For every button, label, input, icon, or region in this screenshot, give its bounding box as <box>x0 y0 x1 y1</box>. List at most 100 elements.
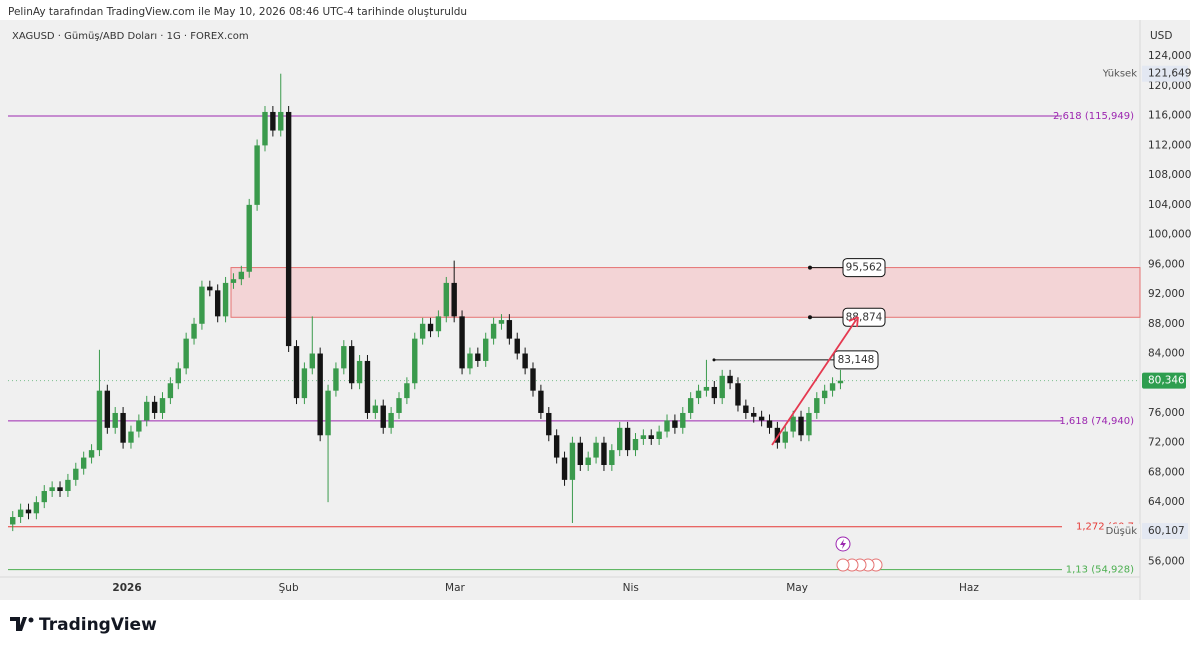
candle-body <box>128 431 134 443</box>
candle-body <box>183 338 189 369</box>
candle-body <box>293 346 300 399</box>
y-tick-label: 112,000 <box>1148 139 1191 151</box>
candle-body <box>546 412 552 436</box>
candle-body <box>695 390 702 399</box>
candle-body <box>348 346 355 384</box>
candle-body <box>475 353 481 361</box>
x-tick-label: May <box>786 582 808 594</box>
candle-body <box>380 405 386 428</box>
candle-body <box>112 412 118 428</box>
candle-body <box>758 416 765 421</box>
candle-body <box>483 338 489 361</box>
y-tick-label: 64,000 <box>1148 496 1185 508</box>
candle-body <box>451 282 457 317</box>
candle-body <box>782 431 788 443</box>
candle-body <box>640 435 647 439</box>
candle-body <box>632 438 639 451</box>
candle-body <box>553 435 560 458</box>
candle-body <box>10 517 16 525</box>
candle-body <box>25 509 32 514</box>
zone-high-box <box>842 258 886 278</box>
candle-body <box>577 442 584 465</box>
candle-body <box>254 145 260 205</box>
candle-body <box>230 279 237 283</box>
candle-body <box>593 442 599 458</box>
candle-body <box>191 323 197 339</box>
y-tick-label: 56,000 <box>1148 556 1185 568</box>
candle-body <box>609 450 615 465</box>
candle-body <box>656 431 662 439</box>
low-badge <box>1142 523 1188 540</box>
candle-body <box>680 412 686 428</box>
candle-body <box>798 416 804 436</box>
x-tick-label: Haz <box>959 582 979 594</box>
candle-body <box>821 390 828 399</box>
candle-body <box>806 412 812 436</box>
logo-mark <box>28 617 34 623</box>
candle-body <box>214 290 221 317</box>
candle-body <box>262 111 268 146</box>
candle-body <box>601 442 607 465</box>
candle-body <box>278 111 284 131</box>
y-tick-label: 88,000 <box>1148 318 1185 330</box>
high-name: Yüksek <box>1102 69 1137 80</box>
zone-high-label: 95,562 <box>846 262 883 274</box>
marker-label: 83,148 <box>838 354 875 366</box>
currency: USD <box>1150 30 1172 42</box>
level-label: 2,618 (115,949) <box>1053 111 1134 122</box>
candle-body <box>412 338 418 384</box>
candle-body <box>333 368 339 391</box>
candle-body <box>617 427 623 451</box>
y-tick-label: 108,000 <box>1148 169 1191 181</box>
candle-body <box>814 398 820 413</box>
candle-body <box>569 442 576 480</box>
candle-body <box>167 383 174 399</box>
high-badge <box>1142 65 1188 82</box>
candle-body <box>159 398 166 413</box>
candle-body <box>703 386 710 391</box>
candle-body <box>301 368 308 399</box>
candle-body <box>309 353 315 369</box>
candle-body <box>246 204 252 272</box>
candle-body <box>396 398 402 413</box>
candle-body <box>538 390 544 413</box>
candle-body <box>372 405 379 413</box>
candle-body <box>790 416 796 432</box>
candle-body <box>49 487 55 492</box>
candle-body <box>743 405 749 413</box>
y-tick-label: 84,000 <box>1148 348 1185 360</box>
candle-body <box>65 479 71 492</box>
y-tick-label: 72,000 <box>1148 437 1185 449</box>
candle-body <box>443 282 449 317</box>
x-tick-label: Mar <box>445 582 465 594</box>
candle-body <box>73 468 79 480</box>
candle-body <box>80 457 87 469</box>
candle-body <box>467 353 473 369</box>
candle-body <box>672 420 678 428</box>
low-name: Düşük <box>1106 526 1138 537</box>
zone-low-label: 88,874 <box>846 311 883 323</box>
marker-box <box>833 350 879 370</box>
zone-low-dot <box>808 315 812 320</box>
zone-high-dot <box>808 265 812 270</box>
y-tick-label: 92,000 <box>1148 288 1185 300</box>
candle-body <box>624 427 631 451</box>
logo-mark <box>10 617 27 631</box>
candle-body <box>459 316 465 369</box>
candle-body <box>774 427 781 443</box>
candle-body <box>766 420 773 428</box>
brand: TradingView <box>39 615 157 635</box>
candle-body <box>317 353 323 436</box>
candle-body <box>404 383 410 399</box>
level-label: 1,272 (60,7 <box>1076 522 1134 533</box>
candle-body <box>136 420 142 432</box>
y-tick-label: 76,000 <box>1148 407 1185 419</box>
candle-body <box>711 386 718 399</box>
candle-body <box>427 323 434 332</box>
header: PelinAy tarafından TradingView.com ile M… <box>8 6 467 18</box>
candle-body <box>751 412 757 417</box>
zone <box>230 267 1141 318</box>
candle-body <box>96 390 103 451</box>
level-label: 1,13 (54,928) <box>1066 565 1134 576</box>
